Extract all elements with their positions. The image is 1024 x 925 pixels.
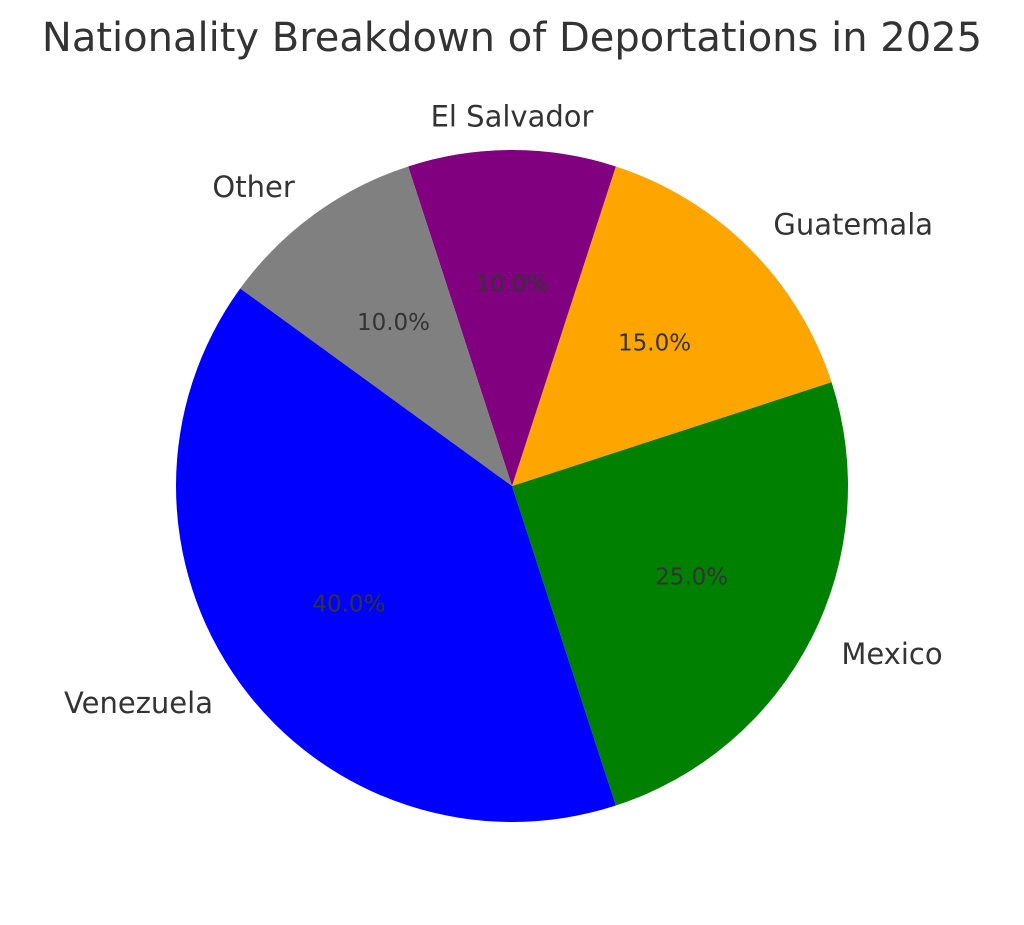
category-label-mexico: Mexico xyxy=(841,637,942,671)
percent-label-mexico: 25.0% xyxy=(655,565,728,591)
category-label-el-salvador: El Salvador xyxy=(431,99,594,133)
category-label-guatemala: Guatemala xyxy=(773,208,933,242)
category-label-venezuela: Venezuela xyxy=(64,686,213,720)
percent-label-el-salvador: 10.0% xyxy=(475,271,548,297)
pie-slice-venezuela xyxy=(175,288,616,823)
category-labels: Mexico Guatemala El Salvador Other Venezuela xyxy=(64,99,943,720)
percent-label-guatemala: 15.0% xyxy=(618,330,691,356)
chart-title: Nationality Breakdown of Deportations in… xyxy=(42,15,982,61)
category-label-other: Other xyxy=(212,170,294,204)
percent-label-venezuela: 40.0% xyxy=(312,591,385,617)
pie-slices xyxy=(175,149,848,823)
pie-slice-el-salvador xyxy=(408,149,616,486)
pie-slice-other xyxy=(240,166,512,486)
pie-slice-mexico xyxy=(512,382,848,806)
pie-slice-guatemala xyxy=(512,166,832,486)
percent-labels: 25.0% 15.0% 10.0% 10.0% 40.0% xyxy=(312,271,728,617)
percent-label-other: 10.0% xyxy=(357,310,430,336)
